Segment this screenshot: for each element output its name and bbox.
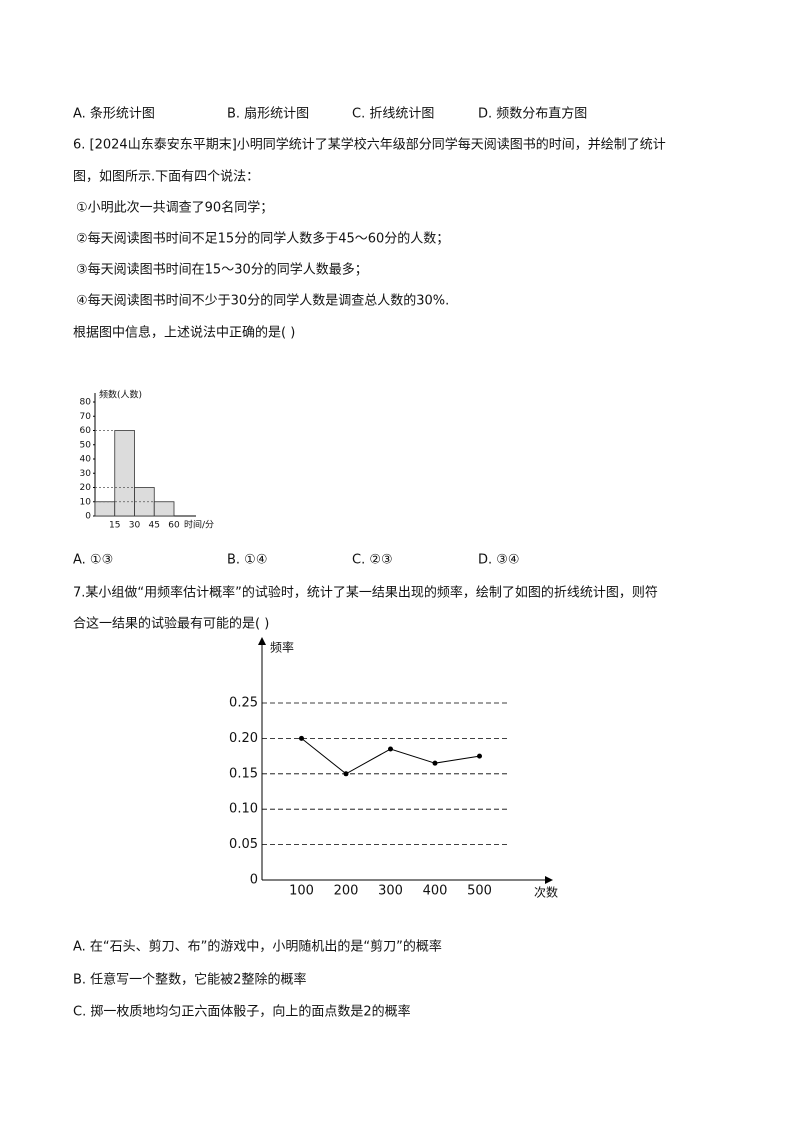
x-axis-label: 次数: [534, 885, 558, 900]
y-tick-label: 0.20: [229, 731, 258, 746]
y-tick-label: 60: [80, 426, 92, 436]
data-point: [477, 753, 482, 759]
x-axis-label: 时间/分: [184, 519, 214, 531]
statement: ③每天阅读图书时间在15～30分的同学人数最多；: [76, 262, 368, 278]
option: B. 任意写一个整数，它能被2整除的概率: [73, 972, 307, 987]
y-tick-label: 0: [85, 512, 91, 522]
y-axis-label: 频数(人数): [99, 389, 142, 401]
option: C. 掷一枚质地均匀正六面体骰子，向上的面点数是2的概率: [73, 1004, 411, 1020]
data-point: [432, 760, 438, 766]
data-point: [343, 771, 349, 777]
data-line: [301, 738, 480, 775]
y-axis-label: 频率: [270, 640, 294, 655]
x-tick-label: 45: [149, 521, 160, 531]
x-tick-label: 200: [334, 884, 359, 899]
option: A. ①③: [73, 552, 114, 568]
y-tick-label: 70: [80, 412, 92, 422]
y-tick-label: 0: [250, 873, 258, 888]
bar: [94, 501, 116, 517]
y-tick-label: 0.25: [229, 696, 258, 711]
question-stem: 7.某小组做“用频率估计概率”的试验时，统计了某一结果出现的频率，绘制了如图的折…: [73, 585, 658, 601]
data-point: [388, 746, 393, 752]
y-tick-label: 0.15: [229, 766, 258, 781]
bar: [114, 430, 135, 517]
data-point: [299, 735, 304, 741]
x-tick-label: 15: [109, 521, 120, 531]
question-stem: 6. [2024山东泰安东平期末]小明同学统计了某学校六年级部分同学每天阅读图书…: [73, 137, 666, 153]
bar: [153, 501, 175, 517]
option: D. 频数分布直方图: [478, 106, 588, 122]
y-tick-label: 10: [80, 497, 92, 507]
statement: ②每天阅读图书时间不足15分的同学人数多于45～60分的人数；: [76, 231, 450, 247]
y-tick-label: 50: [80, 440, 92, 450]
x-tick-label: 300: [378, 884, 403, 899]
option: C. 折线统计图: [352, 106, 435, 122]
option: D. ③④: [478, 552, 520, 568]
statement: ④每天阅读图书时间不少于30分的同学人数是调查总人数的30%.: [76, 293, 450, 309]
x-tick-label: 100: [289, 884, 314, 899]
option: B. ①④: [227, 552, 268, 568]
x-tick-label: 30: [129, 521, 141, 531]
statement: ①小明此次一共调查了90名同学；: [76, 200, 274, 216]
x-tick-label: 500: [467, 884, 492, 899]
question-prompt: 根据图中信息，上述说法中正确的是( ): [73, 325, 296, 341]
y-tick-label: 80: [80, 398, 92, 408]
question-stem: 图，如图所示.下面有四个说法：: [73, 169, 260, 185]
option: A. 在“石头、剪刀、布”的游戏中，小明随机出的是“剪刀”的概率: [73, 939, 442, 955]
question-stem: 合这一结果的试验最有可能的是( ): [73, 616, 270, 632]
y-tick-label: 0.10: [229, 802, 258, 817]
y-tick-label: 40: [80, 455, 92, 465]
option: A. 条形统计图: [73, 106, 155, 122]
y-tick-label: 0.05: [229, 837, 258, 852]
y-tick-label: 30: [80, 469, 92, 479]
option: B. 扇形统计图: [227, 106, 310, 122]
y-tick-label: 20: [80, 483, 92, 493]
x-tick-label: 60: [168, 521, 180, 531]
option: C. ②③: [352, 552, 393, 568]
x-tick-label: 400: [423, 884, 448, 899]
